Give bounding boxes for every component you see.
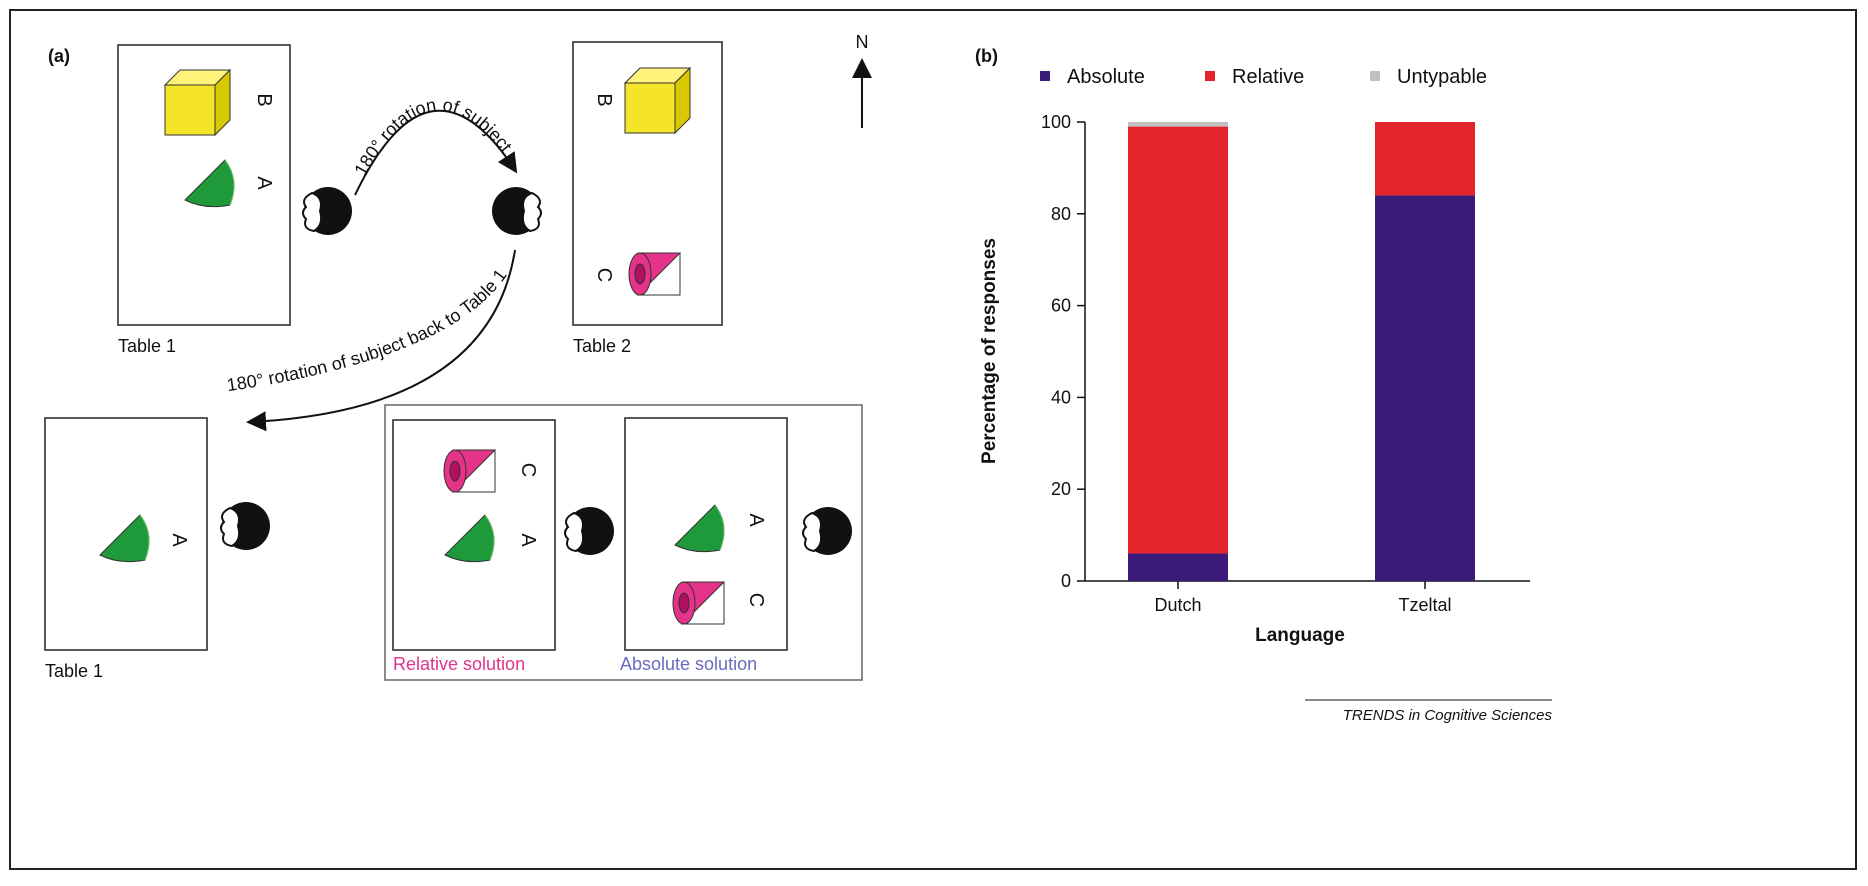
solution-caption: Relative solution: [393, 654, 525, 674]
y-tick-label: 80: [1051, 204, 1071, 224]
y-tick-label: 0: [1061, 571, 1071, 591]
figure: (a) B A Table 1 180° rotation of subject…: [0, 0, 1868, 881]
cube: [165, 70, 230, 135]
legend-label: Untypable: [1397, 66, 1487, 88]
x-axis-label: Language: [1255, 625, 1345, 646]
rotation-label: 180° rotation of subject: [350, 95, 516, 179]
y-tick-label: 100: [1041, 112, 1071, 132]
y-axis-label: Percentage of responses: [979, 238, 1000, 464]
object-letter: C: [745, 593, 767, 607]
cube: [625, 68, 690, 133]
object-letter: A: [168, 533, 190, 547]
legend-swatch: [1205, 71, 1215, 81]
x-tick-label: Dutch: [1154, 595, 1201, 615]
subject: [803, 507, 852, 555]
cylinder: [629, 253, 680, 295]
object-letter: A: [745, 513, 767, 527]
panel-label: (b): [975, 46, 998, 66]
legend-label: Absolute: [1067, 66, 1145, 88]
subject: [303, 187, 352, 235]
y-tick-label: 40: [1051, 387, 1071, 407]
cylinder: [673, 582, 724, 624]
bar-segment: [1128, 122, 1228, 127]
subject: [221, 502, 270, 550]
bar-segment: [1375, 195, 1475, 581]
rotation-label: 180° rotation of subject: [350, 95, 516, 179]
north-label: N: [856, 32, 869, 52]
bar-segment: [1128, 553, 1228, 581]
y-tick-label: 60: [1051, 296, 1071, 316]
footer: TRENDS in Cognitive Sciences: [1343, 707, 1553, 724]
x-tick-label: Tzeltal: [1398, 595, 1451, 615]
table-caption: Table 1: [45, 661, 103, 681]
y-tick-label: 20: [1051, 479, 1071, 499]
subject: [565, 507, 614, 555]
cylinder: [444, 450, 495, 492]
object-letter: C: [517, 463, 539, 477]
object-letter: C: [593, 268, 615, 282]
solution-caption: Absolute solution: [620, 654, 757, 674]
object-letter: B: [593, 93, 615, 106]
legend-swatch: [1040, 71, 1050, 81]
bar-segment: [1128, 127, 1228, 554]
table-caption: Table 2: [573, 336, 631, 356]
object-letter: A: [517, 533, 539, 547]
subject: [492, 187, 541, 235]
bar-segment: [1375, 122, 1475, 195]
legend-label: Relative: [1232, 66, 1304, 88]
object-letter: A: [253, 176, 275, 190]
panel-label: (a): [48, 46, 70, 66]
legend-swatch: [1370, 71, 1380, 81]
table-caption: Table 1: [118, 336, 176, 356]
object-letter: B: [253, 93, 275, 106]
